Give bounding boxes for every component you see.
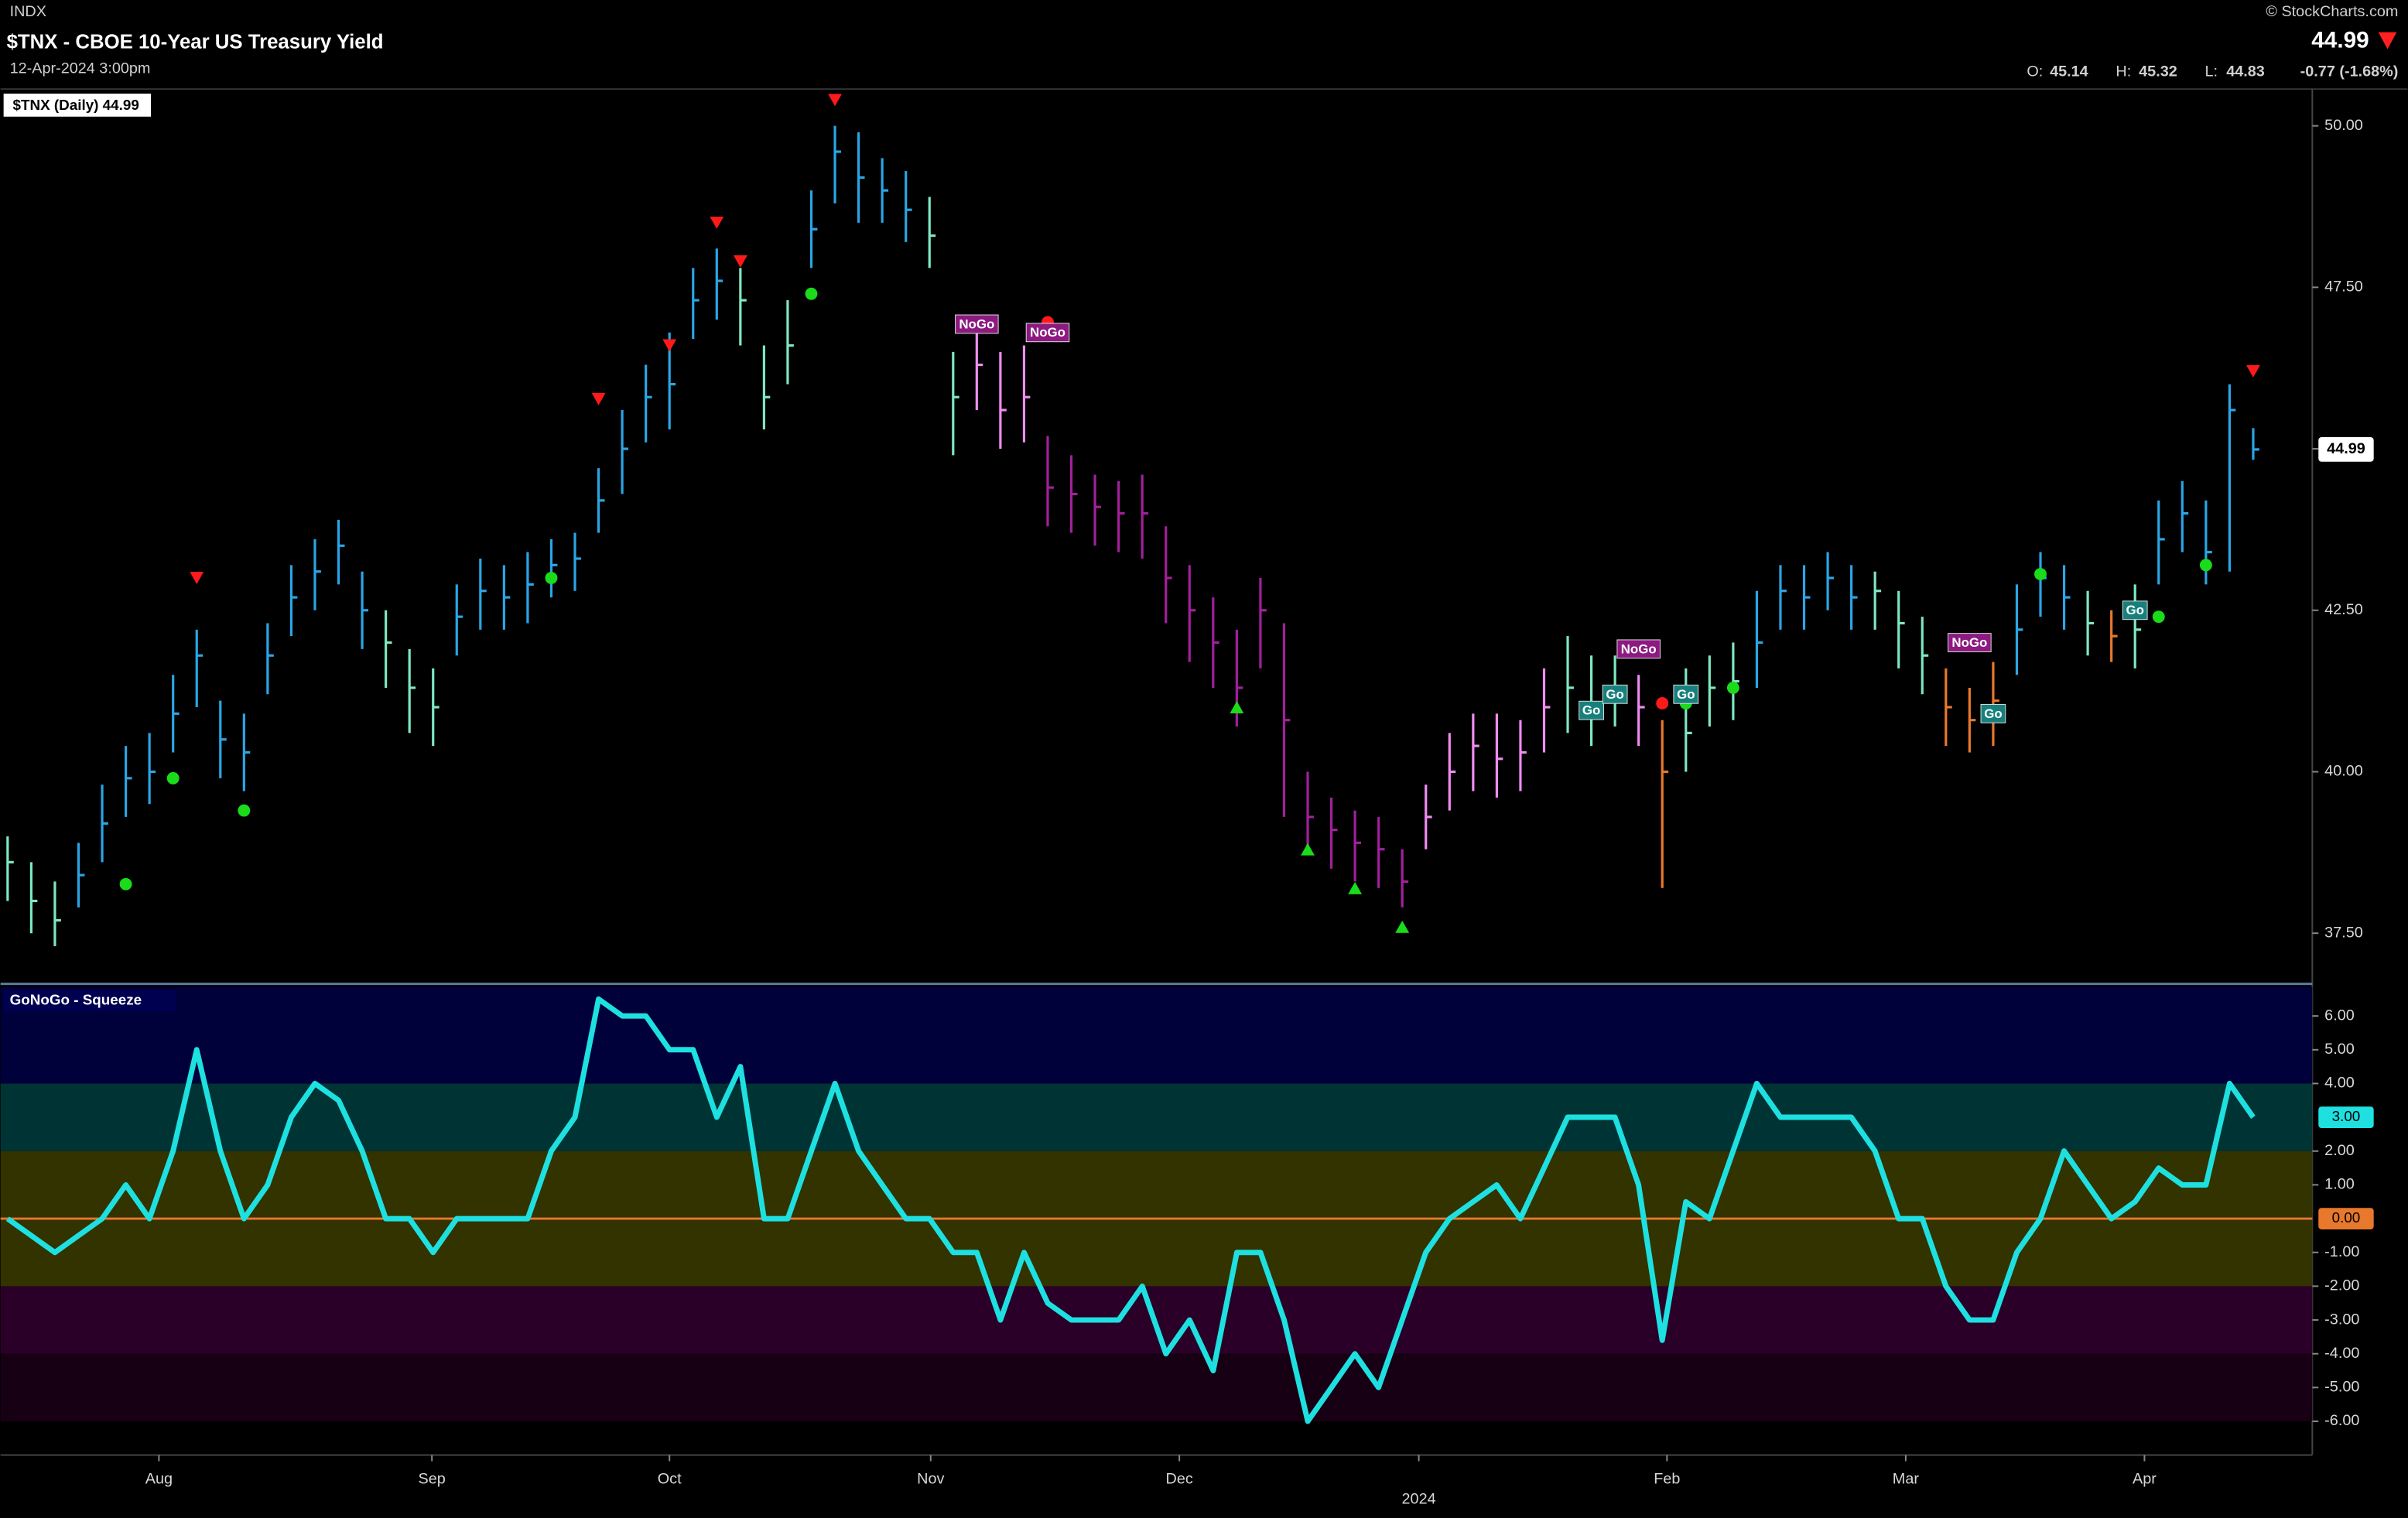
signal-box (1579, 700, 1604, 720)
signal-dot (119, 877, 132, 891)
date: 12-Apr-2024 3:00pm (10, 60, 151, 77)
x-tick-label: Apr (2133, 1471, 2157, 1488)
change: -0.77 (-1.68%) (2300, 63, 2399, 80)
x-year-label: 2024 (1402, 1490, 1436, 1507)
y-tick-label: 50.00 (2324, 117, 2363, 134)
y-tick-label: 2.00 (2324, 1142, 2355, 1159)
band (0, 1083, 2313, 1151)
signal-label: NoGo (1621, 641, 1657, 656)
last-value-label: 3.00 (2332, 1108, 2361, 1124)
signal-dot (805, 287, 818, 300)
signal-dot (545, 572, 558, 584)
signal-down (2246, 364, 2260, 378)
zero-box (2318, 1208, 2374, 1229)
x-tick-label: Oct (658, 1471, 682, 1488)
signal-down (710, 216, 724, 229)
chart-title: $TNX - CBOE 10-Year US Treasury Yield (7, 31, 384, 53)
x-tick-label: Feb (1654, 1471, 1680, 1488)
y-tick-label: -2.00 (2324, 1277, 2359, 1294)
signal-up (1230, 701, 1244, 713)
x-tick-label: Mar (1893, 1471, 1920, 1488)
signal-dot (1656, 697, 1669, 709)
y-tick-label: 37.50 (2324, 924, 2363, 941)
low-value: 44.83 (2226, 63, 2265, 80)
last-value-label: 44.99 (2327, 440, 2365, 457)
y-tick-label: 47.50 (2324, 279, 2363, 296)
oscillator-line (5, 996, 2256, 1424)
signal-down (733, 255, 747, 268)
y-tick-label: 5.00 (2324, 1041, 2355, 1058)
down-arrow (2378, 32, 2397, 50)
signal-label: Go (1677, 687, 1695, 702)
signal-dot (238, 804, 251, 817)
signal-label: Go (1984, 706, 2002, 721)
signal-box (1673, 684, 1699, 704)
signal-label: Go (1606, 687, 1623, 702)
signal-box (1025, 323, 1070, 343)
signal-dot (2199, 559, 2212, 572)
band (0, 986, 2313, 1084)
y-tick-label: -1.00 (2324, 1243, 2359, 1260)
high-value: 45.32 (2139, 63, 2177, 80)
x-tick-label: Nov (917, 1471, 944, 1488)
signal-box (955, 314, 999, 334)
band (0, 1353, 2313, 1422)
signal-dot (2034, 568, 2047, 580)
last-value-box (2318, 437, 2374, 462)
last-value-box (2318, 1106, 2374, 1128)
legend-box (3, 94, 152, 117)
signal-label: NoGo (959, 316, 994, 331)
signal-down (591, 392, 606, 405)
legend: $TNX (Daily) 44.99 (13, 97, 139, 113)
signal-down (190, 572, 204, 584)
x-tick-label: Sep (419, 1471, 446, 1488)
y-tick-label: 4.00 (2324, 1075, 2355, 1092)
exchange: INDX (10, 3, 46, 20)
signal-up (1301, 843, 1315, 856)
source: © StockCharts.com (2266, 3, 2398, 20)
signal-label: NoGo (1030, 325, 1065, 340)
legend-box (3, 990, 176, 1012)
signal-label: NoGo (1951, 635, 1987, 650)
y-tick-label: 40.00 (2324, 763, 2363, 780)
legend: GoNoGo - Squeeze (10, 991, 142, 1007)
signal-down (662, 339, 677, 352)
open-value: 45.14 (2050, 63, 2088, 80)
signal-box (1616, 639, 1661, 659)
low-label: L: (2204, 63, 2218, 80)
y-tick-label: 1.00 (2324, 1176, 2355, 1193)
signal-box (1948, 633, 1992, 652)
high-label: H: (2116, 63, 2131, 80)
signal-box (1602, 684, 1628, 704)
open-label: O: (2027, 63, 2043, 80)
y-tick-label: -3.00 (2324, 1311, 2359, 1328)
x-tick-label: Dec (1166, 1471, 1193, 1488)
signal-label: Go (1582, 703, 1600, 718)
signal-box (2122, 600, 2148, 621)
y-tick-label: -6.00 (2324, 1412, 2359, 1429)
y-tick-label: -4.00 (2324, 1345, 2359, 1362)
signal-dot (1726, 682, 1739, 694)
signal-up (1395, 920, 1410, 933)
signal-box (1980, 703, 2006, 723)
signal-up (1348, 881, 1363, 894)
signal-down (828, 94, 842, 107)
y-tick-label: 6.00 (2324, 1007, 2355, 1024)
signal-label: Go (2126, 603, 2143, 617)
zero-label: 0.00 (2332, 1209, 2361, 1226)
y-tick-label: 42.50 (2324, 601, 2363, 618)
x-tick-label: Aug (145, 1471, 173, 1488)
signal-dot (166, 771, 180, 785)
signal-dot (2152, 610, 2165, 624)
last-price: 44.99 (2311, 27, 2369, 53)
y-tick-label: -5.00 (2324, 1379, 2359, 1396)
